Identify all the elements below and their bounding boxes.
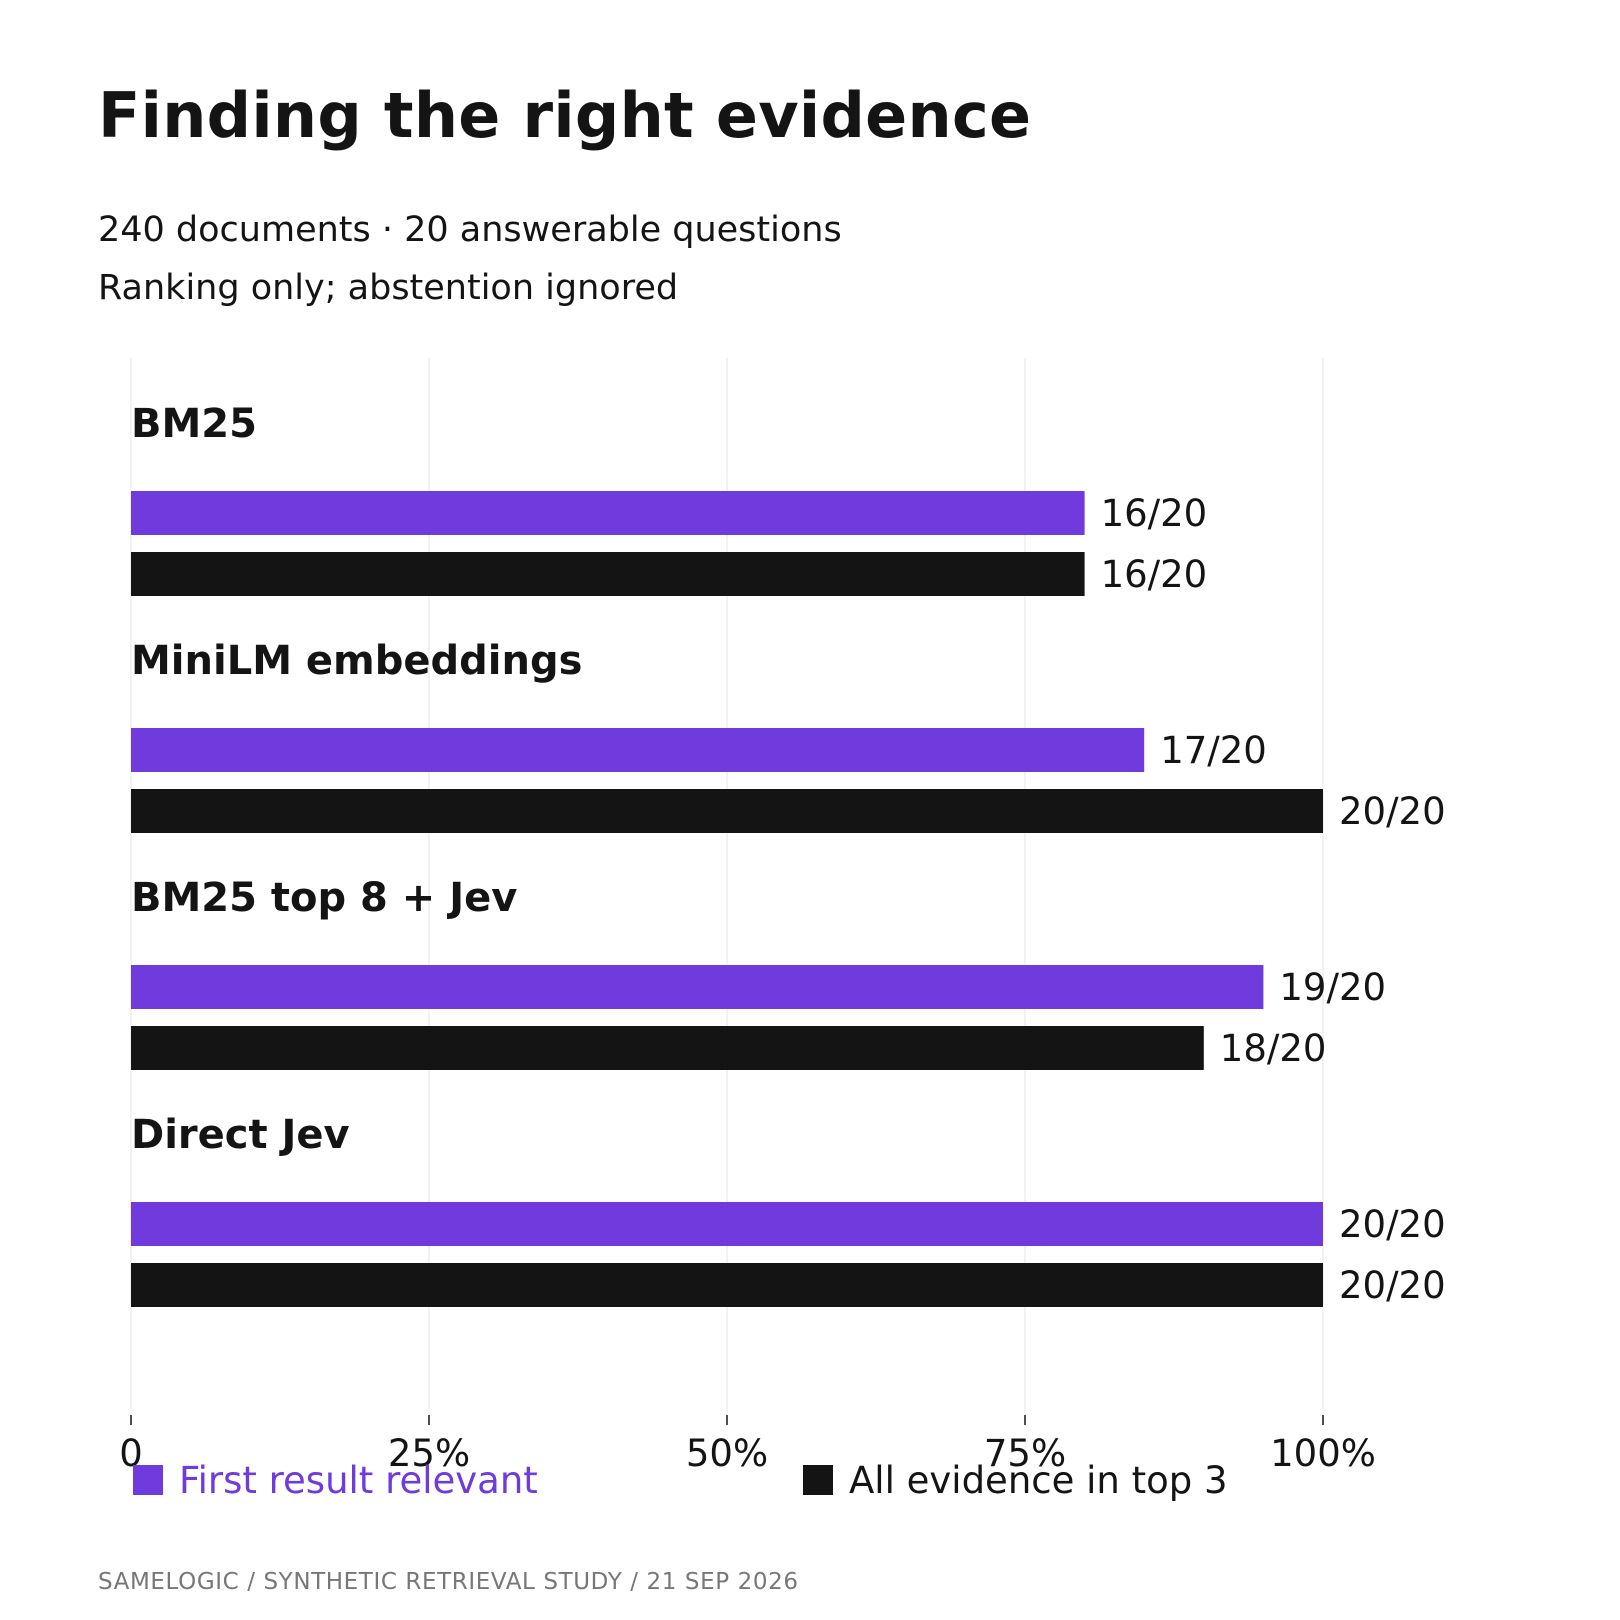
bar-value-label-0-1: 16/20: [1101, 553, 1208, 596]
legend-item-first-result: First result relevant: [133, 1458, 538, 1502]
legend-label-all-evidence: All evidence in top 3: [849, 1458, 1228, 1502]
chart-title: Finding the right evidence: [98, 79, 1032, 152]
legend-label-first-result: First result relevant: [179, 1458, 538, 1502]
bar-3-1: [131, 1263, 1323, 1307]
bar-3-0: [131, 1202, 1323, 1246]
category-label-3: Direct Jev: [131, 1112, 350, 1158]
legend-swatch-first-result: [133, 1465, 163, 1495]
bar-2-0: [131, 965, 1264, 1009]
bar-value-label-1-0: 17/20: [1160, 729, 1267, 772]
category-label-2: BM25 top 8 + Jev: [131, 875, 517, 921]
x-tick-label-0: 0: [119, 1432, 143, 1475]
bar-value-label-2-1: 18/20: [1220, 1027, 1327, 1070]
x-tick-label-2: 50%: [686, 1432, 768, 1475]
footer-credit: SAMELOGIC / SYNTHETIC RETRIEVAL STUDY / …: [98, 1569, 799, 1595]
chart-subtitle-line-1: 240 documents · 20 answerable questions: [98, 210, 842, 250]
x-axis: 0 25% 50% 75% 100%: [119, 1415, 1376, 1475]
bar-1-0: [131, 728, 1145, 772]
x-tick-label-3: 75%: [984, 1432, 1066, 1475]
bar-value-label-1-1: 20/20: [1339, 790, 1446, 833]
chart-subtitle-line-2: Ranking only; abstention ignored: [98, 268, 679, 308]
bar-0-0: [131, 491, 1085, 535]
legend-swatch-all-evidence: [803, 1465, 833, 1495]
bar-value-label-3-1: 20/20: [1339, 1264, 1446, 1307]
legend-item-all-evidence: All evidence in top 3: [803, 1458, 1228, 1502]
bar-value-label-3-0: 20/20: [1339, 1203, 1446, 1246]
bar-value-label-0-0: 16/20: [1101, 492, 1208, 535]
x-tick-label-4: 100%: [1270, 1432, 1376, 1475]
bar-value-label-2-0: 19/20: [1279, 966, 1386, 1009]
bar-0-1: [131, 552, 1085, 596]
category-label-1: MiniLM embeddings: [131, 638, 582, 684]
category-label-0: BM25: [131, 401, 257, 447]
bar-1-1: [131, 789, 1323, 833]
x-tick-label-1: 25%: [388, 1432, 470, 1475]
bars: BM25 16/20 16/20 MiniLM embeddings 17/20 20/2…: [131, 401, 1446, 1307]
bar-2-1: [131, 1026, 1204, 1070]
